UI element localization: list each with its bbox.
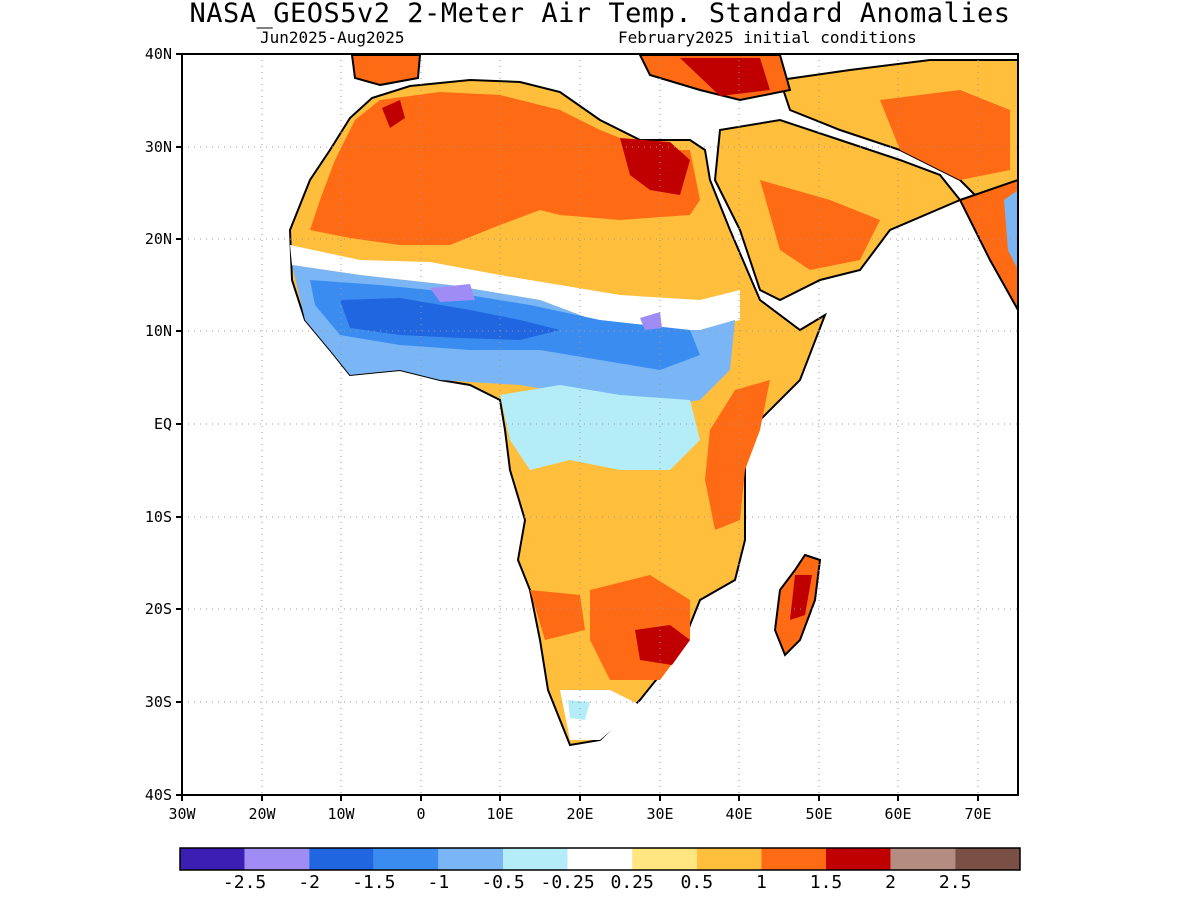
- lat-label: 30N: [144, 138, 172, 156]
- lon-label: 30W: [168, 805, 196, 823]
- graticule: [182, 54, 1018, 795]
- colorbar: [179, 847, 1021, 871]
- sahel-neutral-band: [290, 245, 740, 330]
- colorbar-swatch-8: [632, 848, 697, 870]
- india-cool: [1004, 190, 1018, 270]
- sahel-coldest-patch: [340, 298, 560, 340]
- colorbar-label: 2: [885, 872, 897, 893]
- colorbar-swatch-6: [503, 848, 568, 870]
- cape-light-cool: [568, 700, 590, 720]
- lon-label: 10E: [486, 805, 514, 823]
- colorbar-border: [179, 847, 1021, 871]
- lon-label: 30E: [646, 805, 674, 823]
- colorbar-label: -1: [427, 872, 450, 893]
- colorbar-label: 0.25: [610, 872, 654, 893]
- colorbar-label: -0.25: [540, 872, 595, 893]
- lon-label: 20E: [566, 805, 594, 823]
- colorbar-swatch-7: [567, 848, 633, 870]
- east-africa-warm: [705, 380, 770, 530]
- colorbar-swatch-2: [244, 848, 310, 870]
- arabia-warm: [760, 180, 880, 270]
- initial-conditions: February2025 initial conditions: [618, 28, 917, 47]
- colorbar-swatch-4: [373, 848, 439, 870]
- morocco-hot-anomaly: [382, 100, 405, 128]
- lat-label: 30S: [144, 693, 172, 711]
- lon-label: 60E: [884, 805, 912, 823]
- turkey-hot: [680, 58, 770, 96]
- mali-purple-patch: [430, 284, 475, 302]
- anomaly-field: [288, 54, 1018, 747]
- india-region: [958, 178, 1018, 313]
- madagascar-hot: [790, 575, 812, 620]
- colorbar-swatch-5: [438, 848, 503, 870]
- lat-label: 10N: [144, 322, 172, 340]
- egypt-hot-anomaly: [620, 138, 690, 195]
- forecast-period: Jun2025-Aug2025: [260, 28, 405, 47]
- lon-label: 50E: [805, 805, 833, 823]
- lon-label: 10W: [327, 805, 355, 823]
- colorbar-swatch-1: [180, 848, 245, 870]
- lat-label: EQ: [153, 415, 172, 433]
- colorbar-label: 1.5: [809, 872, 843, 893]
- lon-label: 20W: [248, 805, 276, 823]
- map-title: NASA_GEOS5v2 2-Meter Air Temp. Standard …: [189, 0, 1011, 29]
- congo-light-cool: [500, 385, 700, 470]
- colorbar-label: -2.5: [222, 872, 267, 893]
- lat-label: 20N: [144, 230, 172, 248]
- lon-label: 0: [416, 805, 426, 823]
- colorbar-label: -2: [298, 872, 321, 893]
- colorbar-label: 0.5: [680, 872, 714, 893]
- colorbar-swatch-3: [309, 848, 374, 870]
- lat-label: 40N: [144, 45, 172, 63]
- colorbar-label: 2.5: [938, 872, 972, 893]
- lat-label: 40S: [144, 786, 172, 804]
- colorbar-swatch-13: [955, 848, 1020, 870]
- colorbar-swatch-11: [826, 848, 891, 870]
- lon-label: 70E: [964, 805, 992, 823]
- colorbar-label: -1.5: [352, 872, 396, 893]
- sudan-purple-patch: [640, 312, 662, 330]
- colorbar-label: -0.5: [481, 872, 525, 893]
- zimbabwe-hot-anomaly: [635, 625, 690, 665]
- lat-label: 10S: [144, 508, 172, 526]
- colorbar-swatch-12: [890, 848, 956, 870]
- colorbar-label: 1: [755, 872, 767, 893]
- iberia-region: [350, 54, 422, 87]
- sahara-warm-anomaly: [310, 92, 700, 245]
- axis-ticks: [176, 53, 979, 801]
- angola-warm: [530, 590, 585, 640]
- iran-warm: [880, 90, 1010, 180]
- colorbar-swatch-9: [696, 848, 762, 870]
- lat-label: 20S: [144, 600, 172, 618]
- colorbar-swatch-10: [761, 848, 826, 870]
- lon-label: 40E: [725, 805, 753, 823]
